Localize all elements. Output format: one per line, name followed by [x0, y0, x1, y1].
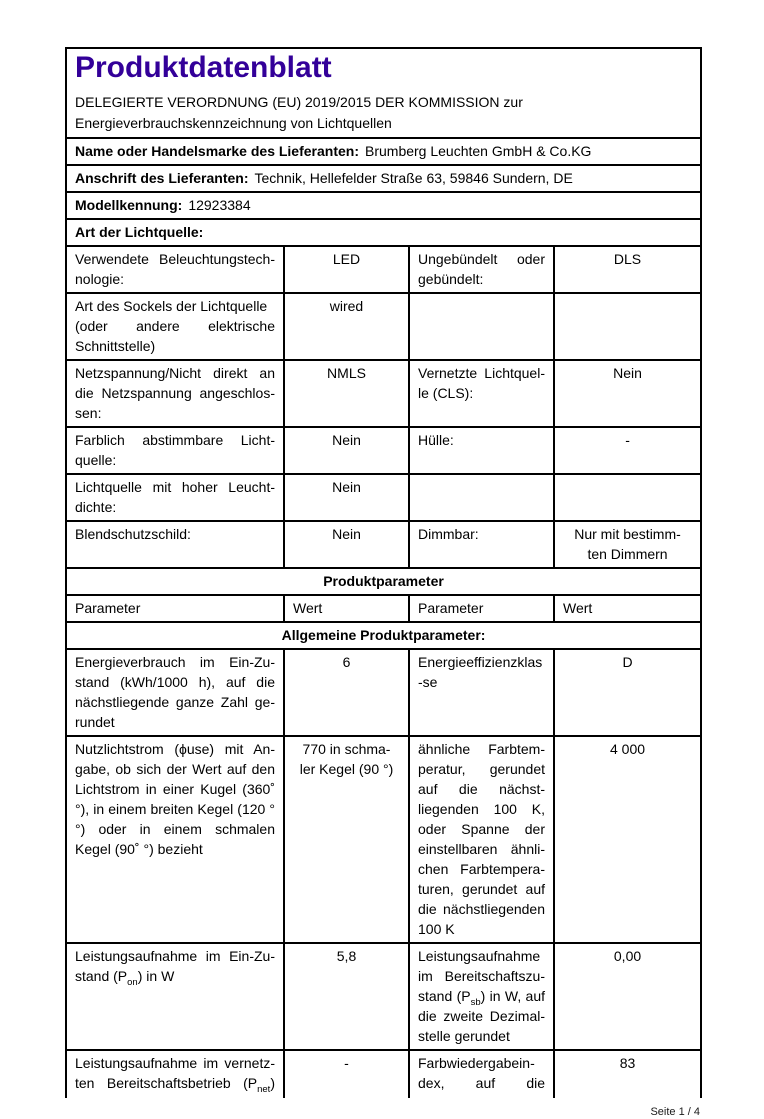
- document-page: { "colors": { "title_accent": "#330099",…: [64, 47, 703, 1118]
- table-row: Netzspannung/Nicht direkt an die Netzspa…: [65, 359, 703, 428]
- column-header: Wert: [283, 594, 410, 623]
- page-title: Produktdatenblatt: [75, 51, 332, 84]
- table-row: Blendschutzschild: Nein Dimmbar: Nur mit…: [65, 520, 703, 569]
- value-cell: Nein: [283, 520, 410, 569]
- light-source-type-label: Art der Lichtquelle:: [75, 224, 204, 240]
- param-cell: Leistungsaufnahme im vernetz-ten Bereits…: [65, 1049, 285, 1098]
- page-number: Seite 1 / 4: [650, 1106, 700, 1118]
- subsection-title: Allgemeine Produktparameter:: [64, 621, 703, 650]
- param-cell: Hülle:: [408, 426, 555, 475]
- column-header: Parameter: [65, 594, 285, 623]
- column-header: Parameter: [408, 594, 555, 623]
- supplier-address-value: Technik, Hellefelder Straße 63, 59846 Su…: [254, 170, 573, 186]
- value-cell: Nein: [283, 426, 410, 475]
- light-source-type-row: Art der Lichtquelle:: [64, 218, 703, 247]
- param-cell: Netzspannung/Nicht direkt an die Netzspa…: [65, 359, 285, 428]
- param-cell: Farbwiedergabein-dex, auf die: [408, 1049, 555, 1098]
- value-cell: [552, 292, 703, 361]
- param-cell: Art des Sockels der Lichtquelle (oder an…: [65, 292, 285, 361]
- value-cell: Nein: [552, 359, 703, 428]
- table-row: Art des Sockels der Lichtquelle (oder an…: [65, 292, 703, 361]
- datasheet-table: Produktdatenblatt DELEGIERTE VERORDNUNG …: [64, 47, 703, 1098]
- param-cell: Lichtquelle mit hoher Leucht-dichte:: [65, 473, 285, 522]
- value-cell: [552, 473, 703, 522]
- column-header-row: Parameter Wert Parameter Wert: [65, 594, 703, 623]
- param-cell: Leistungsaufnahme im Ein-Zu-stand (Pon) …: [65, 942, 285, 1051]
- param-cell: [408, 292, 555, 361]
- value-cell: 0,00: [552, 942, 703, 1051]
- value-cell: -: [552, 426, 703, 475]
- param-cell: Energieverbrauch im Ein-Zu-stand (kWh/10…: [65, 648, 285, 737]
- param-cell: Dimmbar:: [408, 520, 555, 569]
- supplier-name-row: Name oder Handelsmarke des Lieferanten: B…: [64, 137, 703, 166]
- table-row: Nutzlichtstrom (ϕuse) mit An-gabe, ob si…: [65, 735, 703, 944]
- value-cell: 5,8: [283, 942, 410, 1051]
- value-cell: wired: [283, 292, 410, 361]
- value-cell: 770 in schma- ler Kegel (90 °): [283, 735, 410, 944]
- value-cell: Nur mit bestimm- ten Dimmern: [552, 520, 703, 569]
- param-cell: [408, 473, 555, 522]
- value-cell: 6: [283, 648, 410, 737]
- model-id-value: 12923384: [188, 197, 251, 213]
- table-row: Lichtquelle mit hoher Leucht-dichte: Nei…: [65, 473, 703, 522]
- param-cell: Vernetzte Lichtquel-le (CLS):: [408, 359, 555, 428]
- value-cell: 4 000: [552, 735, 703, 944]
- param-cell: ähnliche Farbtem-peratur, gerundet auf d…: [408, 735, 555, 944]
- section-title: Produktparameter: [64, 567, 703, 596]
- section-header-row: Produktparameter: [64, 567, 703, 596]
- param-cell: Energieeffizienzklas-se: [408, 648, 555, 737]
- model-id-label: Modellkennung:: [75, 197, 183, 213]
- table-row: Leistungsaufnahme im Ein-Zu-stand (Pon) …: [65, 942, 703, 1051]
- value-cell: LED: [283, 245, 410, 294]
- column-header: Wert: [552, 594, 703, 623]
- value-cell: Nein: [283, 473, 410, 522]
- param-cell: Verwendete Beleuchtungstech-nologie:: [65, 245, 285, 294]
- supplier-name-value: Brumberg Leuchten GmbH & Co.KG: [365, 143, 592, 159]
- value-cell: 83: [552, 1049, 703, 1098]
- supplier-name-label: Name oder Handelsmarke des Lieferanten:: [75, 143, 359, 159]
- regulation-subtitle: DELEGIERTE VERORDNUNG (EU) 2019/2015 DER…: [75, 94, 523, 131]
- table-row: Energieverbrauch im Ein-Zu-stand (kWh/10…: [65, 648, 703, 737]
- supplier-address-label: Anschrift des Lieferanten:: [75, 170, 249, 186]
- supplier-address-row: Anschrift des Lieferanten: Technik, Helle…: [64, 164, 703, 193]
- title-row: Produktdatenblatt DELEGIERTE VERORDNUNG …: [64, 47, 703, 139]
- param-cell: Blendschutzschild:: [65, 520, 285, 569]
- model-id-row: Modellkennung: 12923384: [64, 191, 703, 220]
- table-row-clipped: Leistungsaufnahme im vernetz-ten Bereits…: [65, 1049, 703, 1098]
- value-cell: DLS: [552, 245, 703, 294]
- param-cell: Nutzlichtstrom (ϕuse) mit An-gabe, ob si…: [65, 735, 285, 944]
- param-cell: Leistungsaufnahme im Bereitschaftszu-sta…: [408, 942, 555, 1051]
- subsection-header-row: Allgemeine Produktparameter:: [64, 621, 703, 650]
- datasheet-document: Produktdatenblatt DELEGIERTE VERORDNUNG …: [64, 47, 703, 1119]
- param-cell: Ungebündelt oder gebündelt:: [408, 245, 555, 294]
- param-cell: Farblich abstimmbare Licht-quelle:: [65, 426, 285, 475]
- table-row: Farblich abstimmbare Licht-quelle: Nein …: [65, 426, 703, 475]
- value-cell: -: [283, 1049, 410, 1098]
- table-row: Verwendete Beleuchtungstech-nologie: LED…: [65, 245, 703, 294]
- value-cell: NMLS: [283, 359, 410, 428]
- value-cell: D: [552, 648, 703, 737]
- title-cell: Produktdatenblatt DELEGIERTE VERORDNUNG …: [64, 47, 703, 139]
